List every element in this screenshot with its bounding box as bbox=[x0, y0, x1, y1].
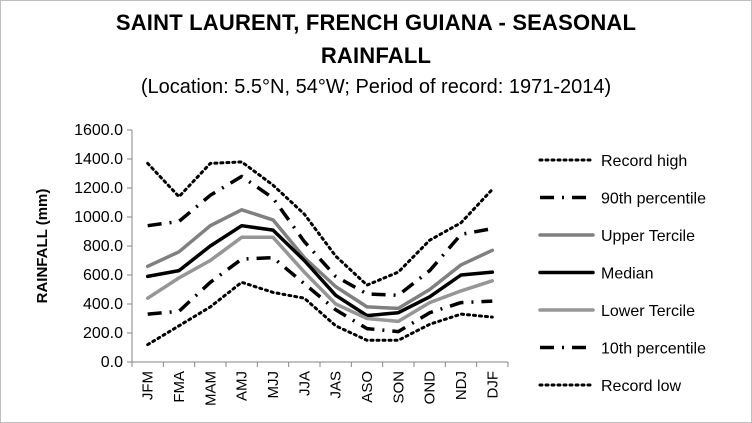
y-tick-label: 400.0 bbox=[83, 296, 123, 313]
y-axis-label: RAINFALL (mm) bbox=[34, 189, 51, 304]
x-tick-label: JFM bbox=[140, 371, 157, 400]
y-tick-label: 1200.0 bbox=[74, 180, 123, 197]
series-line-10th-percentile bbox=[147, 255, 493, 334]
y-tick-label: 200.0 bbox=[83, 325, 123, 342]
x-tick-label: OND bbox=[422, 371, 439, 405]
series-line-90th-percentile bbox=[147, 174, 493, 298]
x-tick-label: ASO bbox=[359, 371, 376, 403]
legend-label: 90th percentile bbox=[601, 191, 706, 208]
legend-label: 10th percentile bbox=[601, 341, 706, 358]
legend-label: Record low bbox=[601, 378, 681, 395]
x-tick-label: MAM bbox=[202, 371, 219, 406]
chart-title-line-1: SAINT LAURENT, FRENCH GUIANA - SEASONAL bbox=[115, 10, 637, 35]
x-tick-label: FMA bbox=[171, 371, 188, 403]
y-tick-label: 1600.0 bbox=[74, 122, 123, 139]
y-tick-label: 1400.0 bbox=[74, 151, 123, 168]
y-tick-label: 800.0 bbox=[83, 238, 123, 255]
chart-title-line-2: RAINFALL bbox=[320, 43, 432, 68]
x-tick-label: SON bbox=[390, 371, 407, 404]
series-line-lower-tercile bbox=[145, 235, 495, 324]
x-tick-label: NDJ bbox=[453, 371, 470, 400]
legend-label: Record high bbox=[601, 153, 687, 170]
chart-subtitle: (Location: 5.5°N, 54°W; Period of record… bbox=[140, 76, 612, 98]
y-tick-label: 0.0 bbox=[101, 354, 123, 371]
y-tick-label: 1000.0 bbox=[74, 209, 123, 226]
x-tick-label: JJA bbox=[296, 371, 313, 396]
x-tick-label: DJF bbox=[484, 371, 501, 399]
legend-label: Upper Tercile bbox=[601, 228, 695, 245]
series-line-record-low bbox=[146, 280, 494, 347]
x-tick-label: MJJ bbox=[265, 371, 282, 399]
series-line-record-high bbox=[146, 160, 494, 287]
x-tick-label: AMJ bbox=[234, 371, 251, 401]
legend-label: Lower Tercile bbox=[601, 303, 695, 320]
series-line-median bbox=[145, 223, 495, 318]
legend-label: Median bbox=[601, 266, 653, 283]
y-tick-label: 600.0 bbox=[83, 267, 123, 284]
series-line-upper-tercile bbox=[145, 208, 495, 311]
x-tick-label: JAS bbox=[328, 371, 345, 399]
